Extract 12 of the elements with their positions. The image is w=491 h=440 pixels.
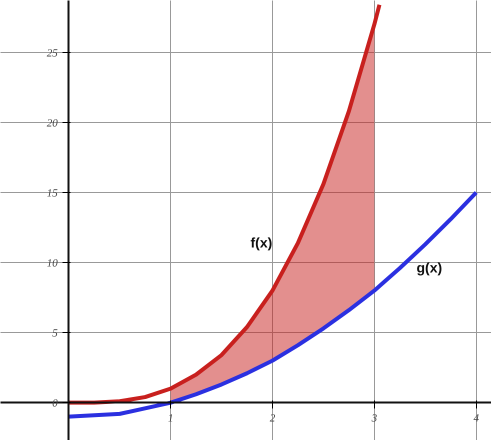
x-tick-label: 1: [168, 412, 174, 425]
x-tick-label: 4: [473, 412, 480, 425]
x-tick-label: 2: [270, 412, 276, 425]
y-tick-label: 5: [52, 328, 58, 340]
y-tick-label: 10: [46, 258, 58, 270]
line-series: [66, 2, 382, 405]
x-tick-label: 3: [370, 412, 378, 425]
y-tick-label: 15: [46, 187, 58, 200]
y-tick-label: 20: [46, 117, 58, 130]
y-tick-label: 25: [46, 47, 58, 60]
annotation: g(x): [416, 260, 442, 276]
annotation: f(x): [250, 234, 272, 250]
